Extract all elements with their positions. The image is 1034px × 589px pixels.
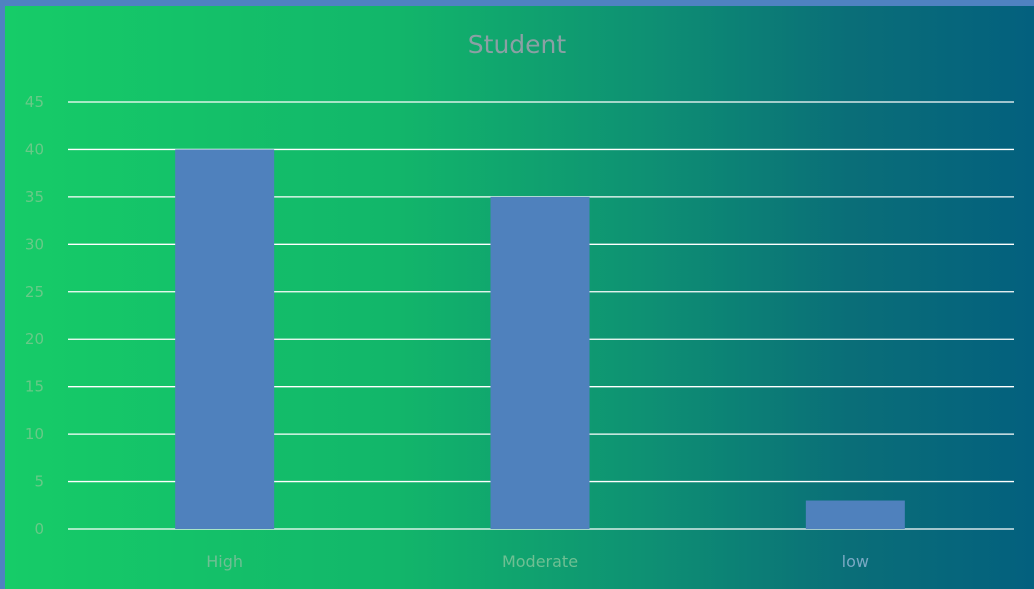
y-tick-label: 15 [25,378,44,396]
x-tick-label: High [206,552,243,571]
chart-title: Student [467,30,567,59]
x-tick-label: Moderate [502,552,578,571]
y-tick-label: 0 [34,520,44,538]
bar-low [805,500,905,529]
bar-high [175,149,275,529]
y-axis-ticks: 0 5 10 15 20 25 30 35 40 45 [25,93,44,538]
bars [175,149,905,529]
y-tick-label: 20 [25,330,44,348]
y-tick-label: 30 [25,235,44,253]
y-tick-label: 40 [25,140,44,158]
y-tick-label: 35 [25,188,44,206]
y-tick-label: 25 [25,283,44,301]
y-tick-label: 45 [25,93,44,111]
y-tick-label: 10 [25,425,44,443]
y-tick-label: 5 [34,473,44,491]
bar-moderate [490,196,590,529]
x-axis-ticks: High Moderate low [206,552,869,571]
x-tick-label: low [842,552,869,571]
